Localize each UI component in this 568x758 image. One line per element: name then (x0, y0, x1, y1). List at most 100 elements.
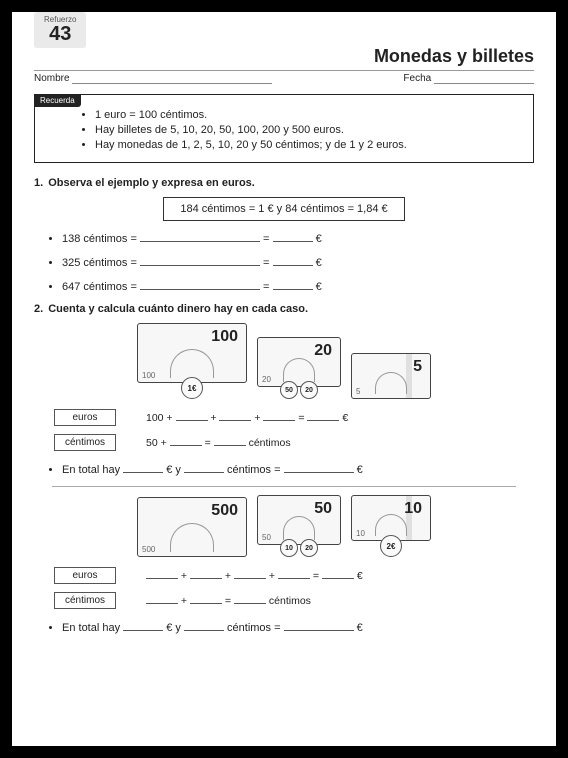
coin-20c: 20 (300, 539, 318, 557)
centimos-tag: céntimos (54, 592, 116, 609)
bill-arch (283, 516, 316, 540)
answer-blank[interactable] (123, 620, 163, 631)
q1-head: 1. Observa el ejemplo y expresa en euros… (34, 177, 534, 189)
bill-arch (375, 514, 406, 536)
answer-blank[interactable] (140, 231, 260, 242)
coin-1euro: 1€ (181, 377, 203, 399)
remember-item: Hay monedas de 1, 2, 5, 10, 20 y 50 cént… (95, 139, 521, 151)
chevron-right-icon (116, 432, 126, 452)
answer-blank[interactable] (322, 568, 354, 579)
answer-blank[interactable] (184, 462, 224, 473)
q1-text: Observa el ejemplo y expresa en euros. (48, 177, 255, 189)
bill-500: 500 500 (137, 497, 247, 557)
eq-start: 100 + (146, 412, 173, 424)
q1-example: 184 céntimos = 1 € y 84 céntimos = 1,84 … (163, 197, 404, 221)
total-list-2: En total hay € y céntimos = € (62, 620, 534, 634)
plus: + (181, 595, 187, 607)
cent-word: céntimos (269, 595, 311, 607)
q1-row: 325 céntimos = = € (62, 255, 534, 269)
euro-sign: € (357, 464, 363, 476)
outer-frame: Refuerzo 43 Monedas y billetes Nombre Fe… (0, 0, 568, 758)
divider (52, 486, 516, 487)
bill-5: 5 5 (351, 353, 431, 399)
name-blank[interactable] (72, 74, 272, 84)
answer-blank[interactable] (284, 462, 354, 473)
coin-row: 2€ (380, 535, 402, 557)
centimos-tag: céntimos (54, 434, 116, 451)
coin-2euro: 2€ (380, 535, 402, 557)
euro-sign: € (316, 281, 322, 293)
answer-blank[interactable] (273, 279, 313, 290)
answer-blank[interactable] (146, 568, 178, 579)
bill-group: 50 50 10 20 (257, 495, 341, 557)
name-label: Nombre (34, 73, 70, 84)
answer-blank[interactable] (140, 279, 260, 290)
total-a: En total hay (62, 464, 120, 476)
answer-blank[interactable] (176, 410, 208, 421)
money-set-1: 100 100 1€ 20 20 50 (34, 323, 534, 399)
question-1: 1. Observa el ejemplo y expresa en euros… (34, 177, 534, 293)
q1-row-label: 138 céntimos = (62, 233, 137, 245)
answer-blank[interactable] (184, 620, 224, 631)
q1-row-label: 325 céntimos = (62, 257, 137, 269)
euros-equation-2: + + + = € (146, 568, 363, 582)
answer-blank[interactable] (234, 593, 266, 604)
q1-row: 138 céntimos = = € (62, 231, 534, 245)
bill-corner: 50 (262, 533, 271, 542)
answer-blank[interactable] (234, 568, 266, 579)
answer-blank[interactable] (190, 593, 222, 604)
chevron-right-icon (116, 565, 126, 585)
name-field: Nombre (34, 73, 403, 84)
total-b: € y (166, 464, 181, 476)
bill-corner: 100 (142, 371, 155, 380)
euro-sign: € (342, 412, 348, 424)
answer-blank[interactable] (284, 620, 354, 631)
date-blank[interactable] (434, 74, 534, 84)
equals: = (263, 233, 269, 245)
centimos-row-2: céntimos + = céntimos (54, 590, 534, 610)
bill-arch (283, 358, 316, 382)
coin-10c: 10 (280, 539, 298, 557)
plus: + (269, 570, 275, 582)
coin-row: 1€ (181, 377, 203, 399)
answer-blank[interactable] (219, 410, 251, 421)
euro-sign: € (316, 257, 322, 269)
plus: + (181, 570, 187, 582)
page-title: Monedas y billetes (34, 46, 534, 67)
q2-text: Cuenta y calcula cuánto dinero hay en ca… (48, 303, 308, 315)
plus: + (225, 570, 231, 582)
bill-value: 10 (404, 500, 422, 518)
answer-blank[interactable] (263, 410, 295, 421)
remember-tab: Recuerda (34, 94, 81, 107)
plus: + (254, 412, 260, 424)
answer-blank[interactable] (170, 435, 202, 446)
bill-value: 100 (211, 328, 238, 346)
bill-corner: 500 (142, 545, 155, 554)
answer-blank[interactable] (307, 410, 339, 421)
centimos-row: céntimos 50 + = céntimos (54, 432, 534, 452)
answer-blank[interactable] (273, 255, 313, 266)
bill-value: 5 (413, 358, 422, 376)
q1-row: 647 céntimos = = € (62, 279, 534, 293)
answer-blank[interactable] (278, 568, 310, 579)
cent-word: céntimos (249, 437, 291, 449)
eq-start: 50 + (146, 437, 167, 449)
refuerzo-badge: Refuerzo 43 (34, 12, 86, 48)
bill-value: 20 (314, 342, 332, 360)
date-field: Fecha (403, 73, 534, 84)
total-c: céntimos = (227, 622, 281, 634)
remember-item: Hay billetes de 5, 10, 20, 50, 100, 200 … (95, 124, 521, 136)
chevron-right-icon (116, 590, 126, 610)
total-line-2: En total hay € y céntimos = € (62, 620, 534, 634)
answer-blank[interactable] (123, 462, 163, 473)
answer-blank[interactable] (190, 568, 222, 579)
bill-arch (375, 372, 406, 394)
answer-blank[interactable] (214, 435, 246, 446)
coin-row: 50 20 (280, 381, 318, 399)
q1-number: 1. (34, 177, 43, 189)
bill-group: 10 10 2€ (351, 495, 431, 557)
q1-row-label: 647 céntimos = (62, 281, 137, 293)
answer-blank[interactable] (273, 231, 313, 242)
answer-blank[interactable] (146, 593, 178, 604)
answer-blank[interactable] (140, 255, 260, 266)
